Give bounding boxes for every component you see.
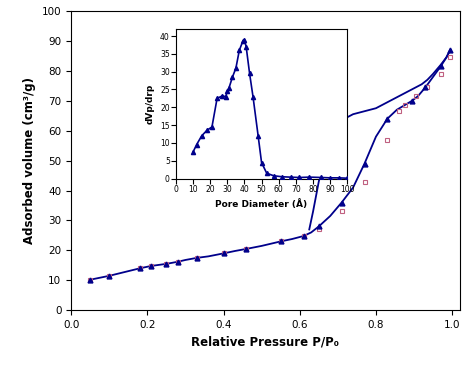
X-axis label: Relative Pressure P/P₀: Relative Pressure P/P₀	[191, 335, 339, 349]
Y-axis label: Adsorbed volume (cm³/g): Adsorbed volume (cm³/g)	[23, 77, 36, 244]
